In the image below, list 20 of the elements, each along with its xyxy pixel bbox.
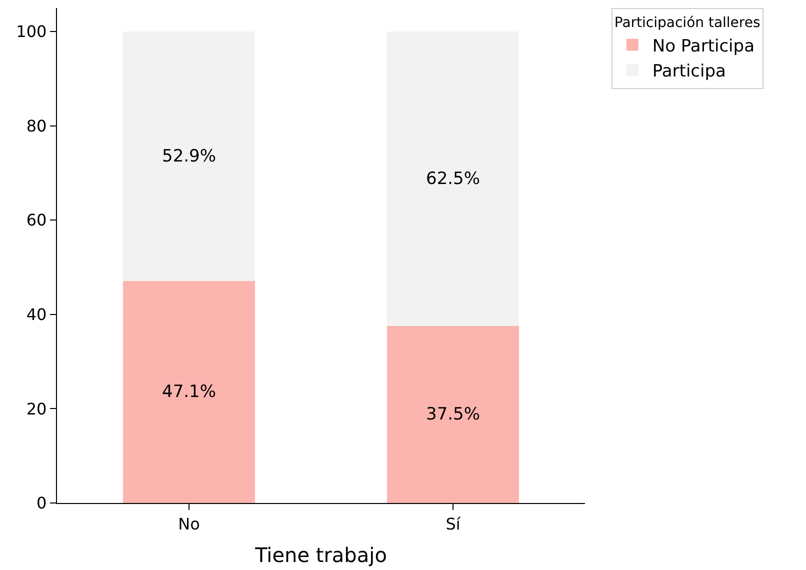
y-tick-label: 100: [16, 22, 47, 42]
y-tick-label: 20: [26, 399, 47, 418]
data-label: 47.1%: [162, 382, 216, 402]
legend-label: Participa: [652, 61, 726, 82]
legend-title: Participación talleres: [614, 15, 760, 32]
bar: [387, 326, 519, 503]
y-tick-label: 0: [36, 494, 47, 513]
bar: [387, 32, 519, 326]
data-label: 37.5%: [426, 404, 480, 425]
y-tick-label: 60: [26, 210, 47, 230]
x-tick-label: No: [178, 514, 200, 534]
y-tick-label: 80: [26, 116, 47, 136]
bar: [123, 32, 255, 281]
x-axis-title: Tiene trabajo: [254, 542, 387, 567]
data-label: 62.5%: [426, 168, 480, 189]
y-tick-label: 40: [26, 305, 47, 324]
legend-label: No Participa: [652, 36, 754, 56]
x-tick-label: Sí: [446, 514, 461, 534]
data-label: 52.9%: [162, 146, 216, 166]
bar: [123, 280, 255, 503]
